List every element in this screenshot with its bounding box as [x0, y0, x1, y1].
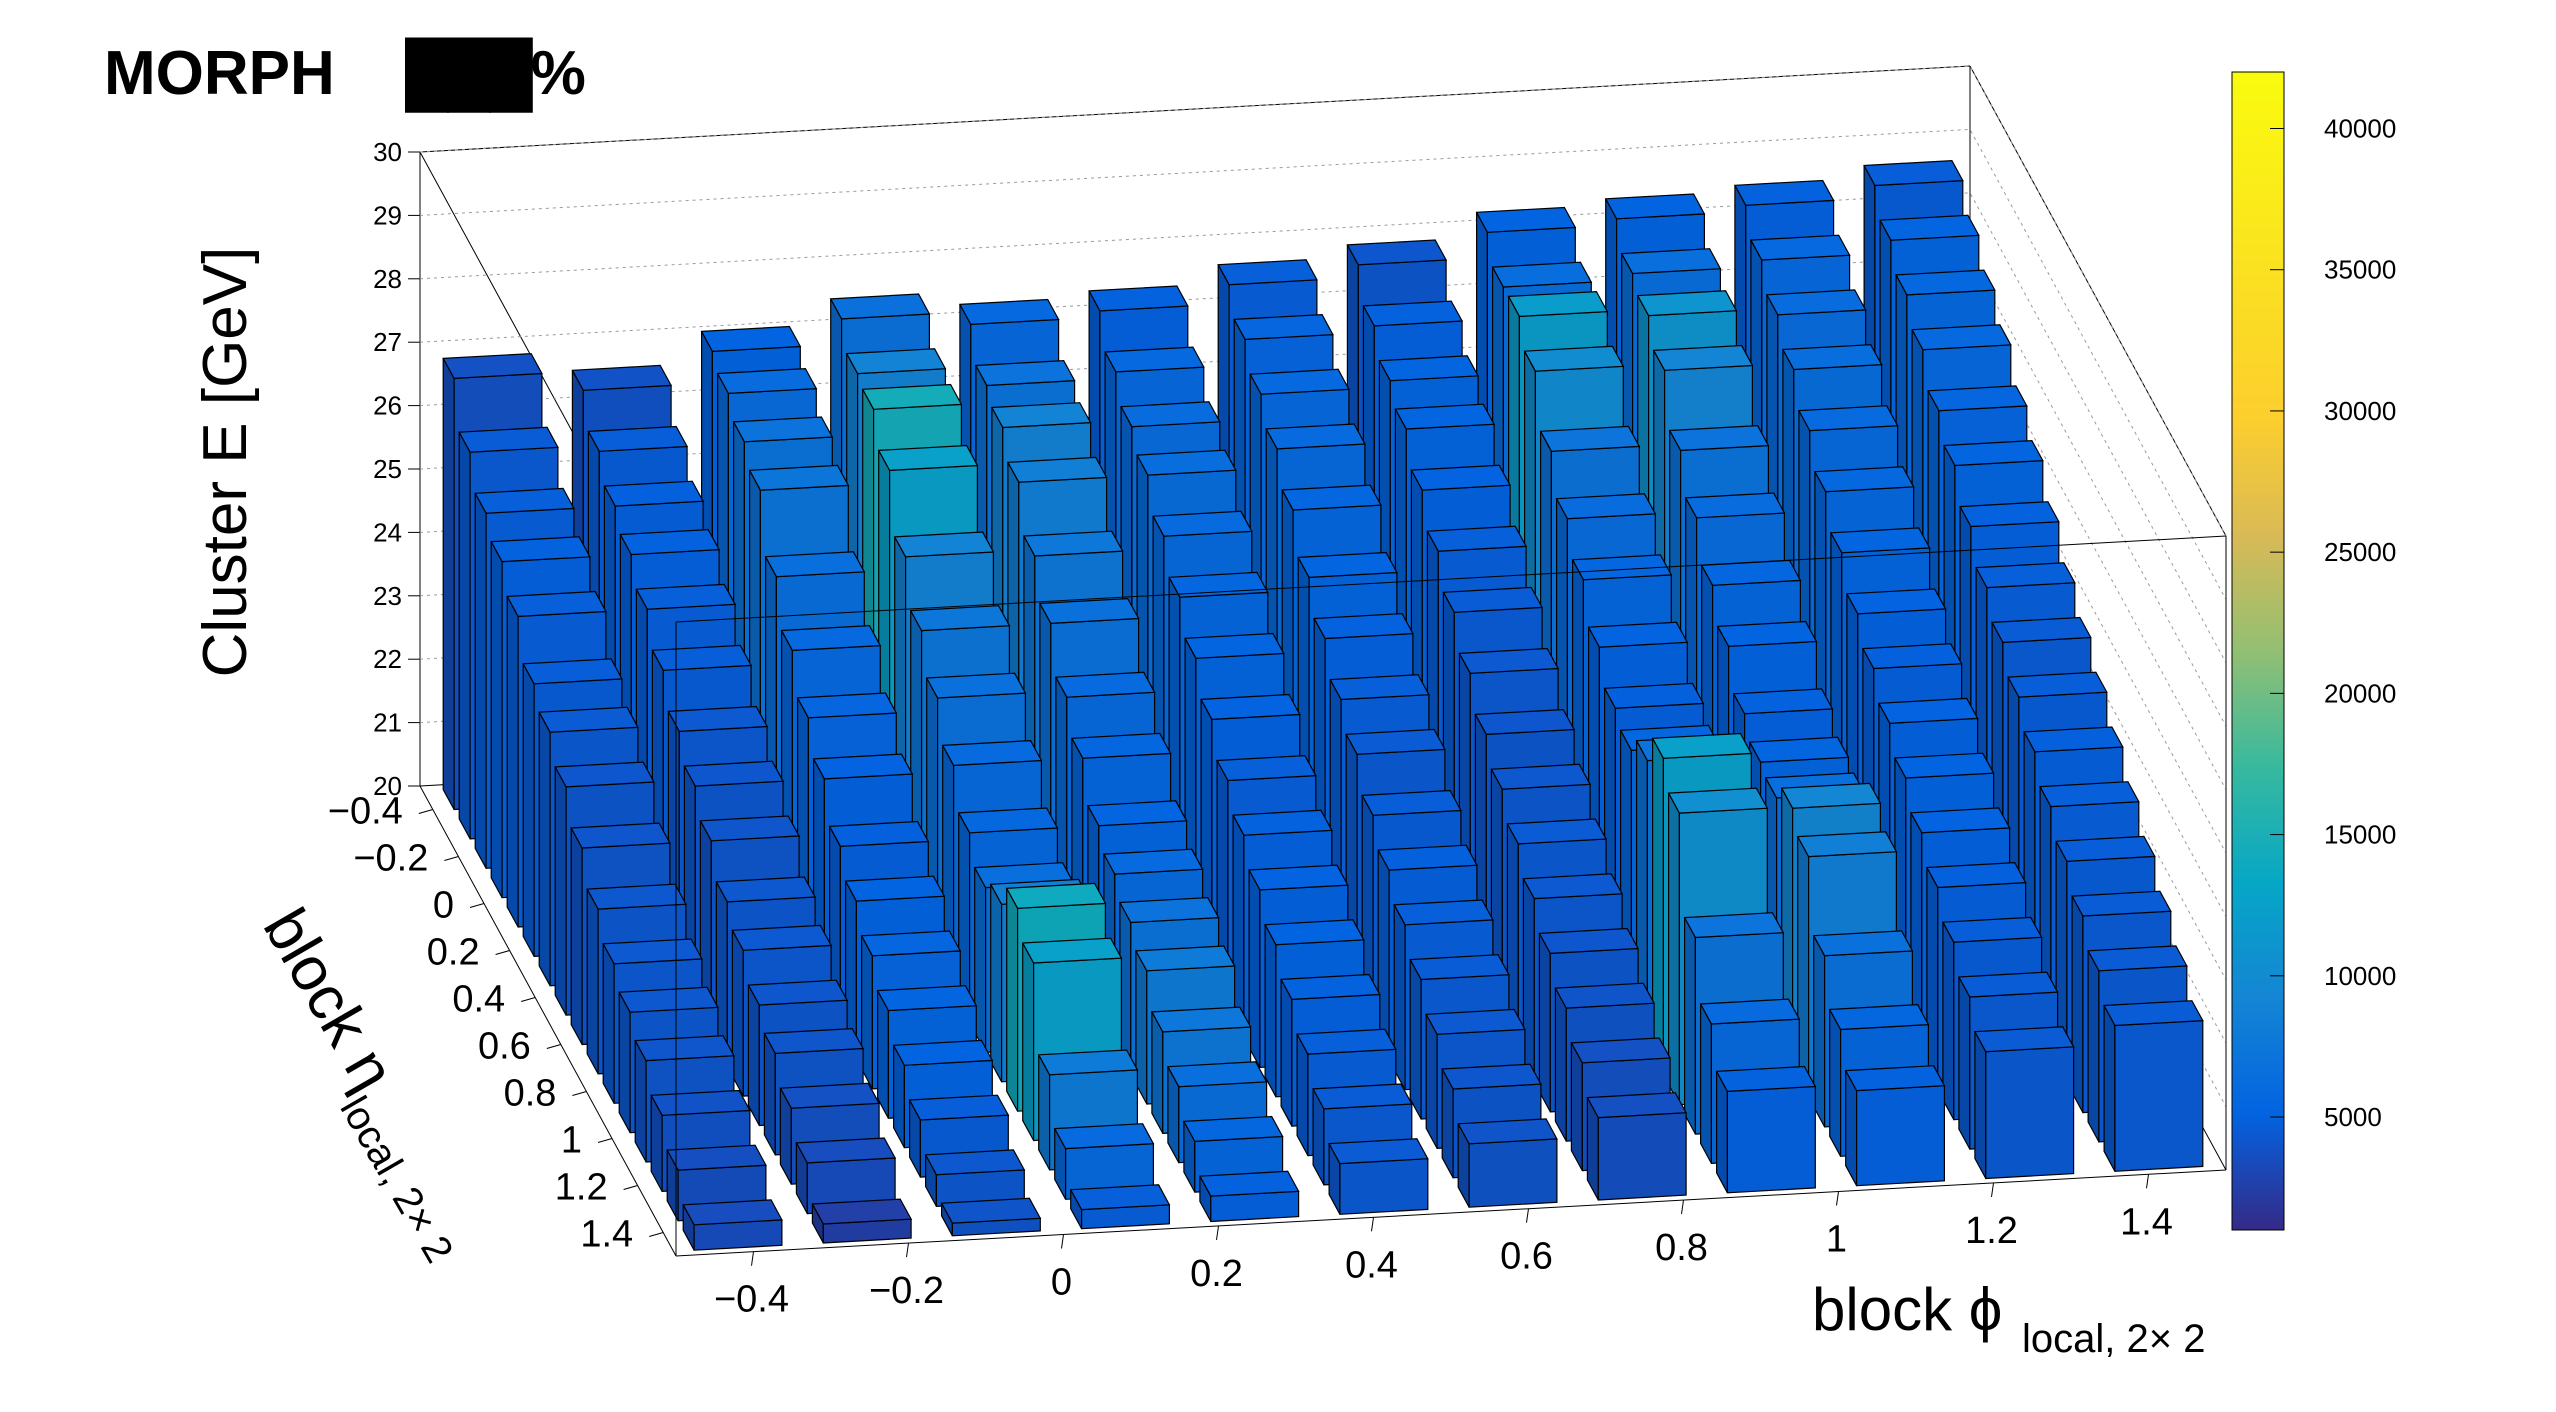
z-tick-label: 27	[373, 327, 402, 357]
phi-axis-subscript: local, 2× 2	[2022, 1317, 2205, 1361]
bar	[1844, 1065, 1946, 1187]
colorbar-tick-label: 15000	[2324, 820, 2396, 850]
z-tick-label: 23	[373, 581, 402, 611]
z-tick-label: 24	[373, 517, 402, 547]
z-tick-label: 20	[373, 771, 402, 801]
eta-tick-label: 1.2	[555, 1167, 608, 1209]
colorbar-tick-label: 35000	[2324, 255, 2396, 285]
phi-tick-label: −0.2	[869, 1270, 944, 1312]
phi-tick-label: 0.2	[1190, 1253, 1243, 1295]
phi-tick-label: 0.6	[1500, 1236, 1553, 1278]
colorbar-tick-label: 10000	[2324, 961, 2396, 991]
eta-tick-label: 0.2	[427, 932, 480, 974]
z-axis-title: Cluster E [GeV]	[191, 247, 260, 678]
eta-tick-label: 1	[561, 1120, 582, 1162]
bar	[940, 1197, 1042, 1237]
z-tick-label: 26	[373, 391, 402, 421]
colorbar-tick-label: 40000	[2324, 113, 2396, 143]
phi-tick-label: −0.4	[714, 1279, 789, 1321]
bar	[924, 1149, 1026, 1208]
eta-axis-label: block η	[250, 898, 408, 1103]
bar	[2103, 1000, 2204, 1172]
bar	[1328, 1138, 1429, 1215]
bar	[1715, 1065, 1817, 1194]
phi-axis-title: block ϕ local, 2× 2	[1812, 1276, 2205, 1361]
bar	[1457, 1118, 1558, 1208]
eta-tick-label: 0.6	[478, 1026, 531, 1068]
eta-tick-label: −0.2	[353, 838, 428, 880]
colorbar-ticks: 5000 10000 15000 20000 25000 30000 35000 40000	[2270, 113, 2396, 1132]
eta-tick-label: −0.4	[328, 791, 403, 833]
phi-tick-label: 1	[1826, 1219, 1847, 1261]
watermark-redacted: ███%	[405, 39, 586, 108]
lego-bars	[442, 159, 2204, 1251]
colorbar-tick-label: 25000	[2324, 537, 2396, 567]
bar	[1586, 1092, 1688, 1201]
phi-tick-label: 1.2	[1965, 1210, 2018, 1252]
bar	[1973, 1026, 2075, 1180]
phi-axis-label: block ϕ	[1812, 1276, 2002, 1343]
bar	[1053, 1123, 1155, 1200]
colorbar-tick-label: 5000	[2324, 1102, 2382, 1132]
colorbar	[2231, 71, 2285, 1231]
phi-tick-label: 1.4	[2120, 1201, 2173, 1243]
eta-tick-label: 0.4	[452, 979, 505, 1021]
z-tick-label: 30	[373, 137, 402, 167]
bar	[1069, 1184, 1171, 1230]
bar	[682, 1199, 783, 1251]
z-tick-label: 22	[373, 644, 402, 674]
z-tick-label: 29	[373, 200, 402, 230]
eta-tick-label: 0	[433, 885, 454, 927]
eta-tick-label: 0.8	[504, 1073, 557, 1115]
z-tick-label: 21	[373, 708, 402, 738]
phi-tick-label: 0.4	[1345, 1244, 1398, 1286]
bar	[811, 1198, 913, 1244]
phi-tick-label: 0.8	[1655, 1227, 1708, 1269]
colorbar-tick-label: 20000	[2324, 678, 2396, 708]
colorbar-tick-label: 30000	[2324, 396, 2396, 426]
z-tick-label: 28	[373, 264, 402, 294]
phi-tick-label: 0	[1051, 1262, 1072, 1304]
eta-axis-subscript: local, 2× 2	[331, 1089, 461, 1270]
z-tick-label: 25	[373, 454, 402, 484]
bar	[795, 1137, 897, 1215]
frame-front	[419, 535, 2227, 1257]
watermark-label: MORPH	[104, 39, 335, 108]
eta-tick-label: 1.4	[580, 1214, 633, 1256]
bar	[1198, 1170, 1300, 1223]
